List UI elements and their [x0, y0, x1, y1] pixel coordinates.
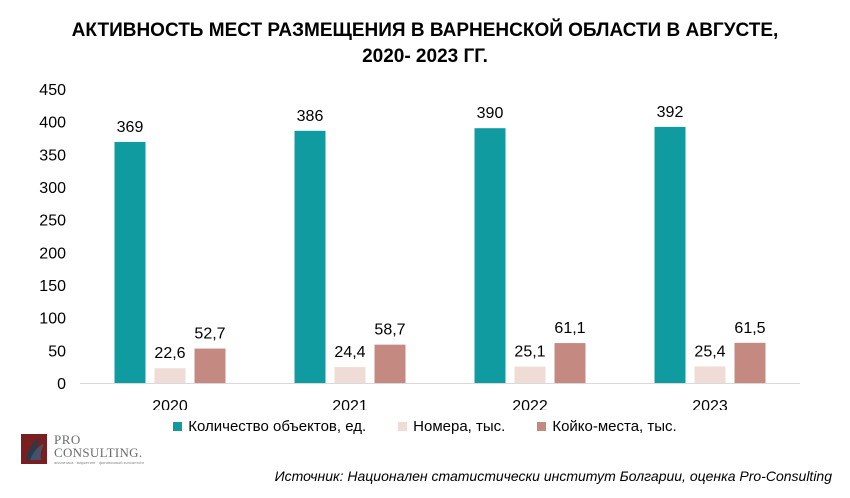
data-label-objects-2022: 390 — [477, 105, 504, 122]
logo-tagline: аналитика ∙ маркетинг ∙ финансовый конса… — [54, 460, 145, 465]
y-tick-label: 150 — [39, 278, 66, 295]
bar-objects-2020 — [114, 141, 146, 383]
logo-text-consulting: CONSULTING. — [54, 445, 143, 460]
data-label-beds-2022: 61,1 — [554, 320, 585, 337]
x-tick-label: 2021 — [332, 398, 368, 410]
bar-objects-2021 — [294, 130, 326, 383]
y-tick-label: 250 — [39, 213, 66, 230]
bar-objects-2022 — [474, 128, 506, 383]
y-tick-label: 400 — [39, 115, 66, 132]
legend-item-rooms: Номера, тыс. — [398, 418, 505, 435]
bar-beds-2023 — [734, 342, 766, 383]
bar-objects-2023 — [654, 126, 686, 383]
bar-rooms-2022 — [514, 366, 546, 383]
chart-title-line1: АКТИВНОСТЬ МЕСТ РАЗМЕЩЕНИЯ В ВАРНЕНСКОЙ … — [71, 20, 779, 41]
bar-rooms-2021 — [334, 367, 366, 383]
data-label-beds-2023: 61,5 — [734, 320, 765, 337]
data-label-beds-2021: 58,7 — [374, 322, 405, 339]
y-tick-label: 450 — [39, 82, 66, 99]
y-tick-label: 0 — [57, 376, 66, 393]
bar-rooms-2023 — [694, 366, 726, 383]
y-tick-label: 100 — [39, 311, 66, 328]
data-label-rooms-2020: 22,6 — [154, 345, 185, 362]
x-tick-label: 2023 — [692, 398, 728, 410]
legend-label-rooms: Номера, тыс. — [413, 418, 506, 435]
y-tick-label: 300 — [39, 180, 66, 197]
chart-title: АКТИВНОСТЬ МЕСТ РАЗМЕЩЕНИЯ В ВАРНЕНСКОЙ … — [0, 18, 850, 70]
bar-beds-2021 — [374, 344, 406, 383]
logo-text-pro: PRO — [54, 432, 81, 447]
source-note: Источник: Национален статистически инсти… — [274, 468, 832, 484]
data-label-objects-2023: 392 — [657, 104, 684, 121]
legend-swatch-beds — [537, 422, 547, 431]
data-label-beds-2020: 52,7 — [194, 326, 225, 343]
legend-label-beds: Койко-места, тыс. — [552, 418, 677, 435]
data-label-rooms-2022: 25,1 — [514, 344, 545, 361]
y-tick-label: 50 — [48, 343, 66, 360]
legend-label-objects: Количество объектов, ед. — [188, 418, 367, 435]
legend-swatch-rooms — [398, 422, 408, 431]
pro-consulting-logo: PRO CONSULTING. аналитика ∙ маркетинг ∙ … — [20, 432, 150, 468]
data-label-objects-2020: 369 — [117, 119, 144, 136]
data-label-rooms-2023: 25,4 — [694, 343, 725, 360]
y-tick-label: 200 — [39, 245, 66, 262]
chart-title-line2: 2020- 2023 ГГ. — [362, 46, 488, 67]
bar-beds-2020 — [194, 348, 226, 383]
data-label-rooms-2021: 24,4 — [334, 344, 365, 361]
legend-swatch-objects — [173, 422, 183, 431]
x-tick-label: 2022 — [512, 398, 548, 410]
chart-legend: Количество объектов, ед. Номера, тыс. Ко… — [0, 418, 850, 435]
bar-beds-2022 — [554, 343, 586, 383]
data-label-objects-2021: 386 — [297, 108, 324, 125]
legend-item-objects: Количество объектов, ед. — [173, 418, 366, 435]
bar-rooms-2020 — [154, 368, 186, 383]
legend-item-beds: Койко-места, тыс. — [537, 418, 677, 435]
bar-chart: 0 50 100 150 200 250 300 350 400 450 369 22,6 52,7 20… — [39, 82, 800, 410]
y-tick-label: 350 — [39, 147, 66, 164]
logo-mark-icon — [21, 434, 47, 464]
x-tick-label: 2020 — [152, 398, 188, 410]
